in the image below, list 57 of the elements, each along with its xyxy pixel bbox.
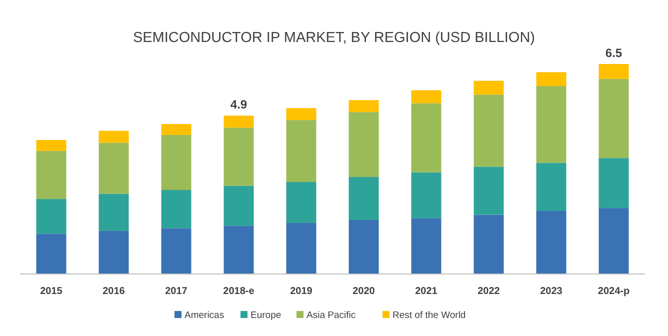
bar [36,234,66,274]
bar [161,134,192,190]
x-tick-label: 2016 [102,286,126,297]
bar [348,112,379,177]
bar [36,150,66,200]
annotation: 6.5 [605,46,622,60]
bar [474,80,504,95]
x-tick-label: 2024-p [598,286,630,297]
bar [98,142,129,194]
x-tick-label: 2020 [352,286,376,297]
x-tick-label: 2019 [290,286,313,297]
bar [474,94,504,167]
bar [536,72,566,86]
x-tick-label: 2017 [165,286,188,297]
bar [474,214,504,274]
legend-label: Rest of the World [392,310,466,321]
legend-label: Asia Pacific [306,310,356,321]
bar [411,218,442,274]
bar [224,116,254,128]
bar [598,158,629,208]
bar [474,166,504,215]
bar [348,176,379,220]
bar [286,182,316,223]
bar [286,120,316,182]
annotation: 4.9 [230,98,248,112]
bar [536,86,566,163]
bar [411,172,442,218]
bar [348,100,379,112]
bar [224,226,254,274]
bar [348,220,379,274]
bar [411,90,442,104]
x-tick-label: 2023 [540,286,563,297]
bar [36,199,66,234]
bar [286,108,316,120]
bar [161,190,192,228]
bar [536,211,566,274]
bar [98,230,129,274]
bar [286,222,316,274]
bar [36,140,66,151]
legend-label: Europe [250,310,282,321]
bar [536,162,566,211]
bar [224,128,254,186]
bar [598,78,629,158]
bar [161,124,192,135]
x-tick-label: 2018-e [223,286,255,297]
bar [161,228,192,274]
x-tick-label: 2015 [40,286,63,297]
bar [224,186,254,226]
bar [598,64,629,79]
x-tick-label: 2021 [415,286,438,297]
bar [598,208,629,274]
chart-title: SEMICONDUCTOR IP MARKET, BY REGION (USD BILLION) [132,30,536,46]
bar [411,103,442,172]
bar [98,130,129,143]
legend-label: Americas [184,310,224,321]
bar [98,194,129,231]
x-tick-label: 2022 [478,286,500,297]
